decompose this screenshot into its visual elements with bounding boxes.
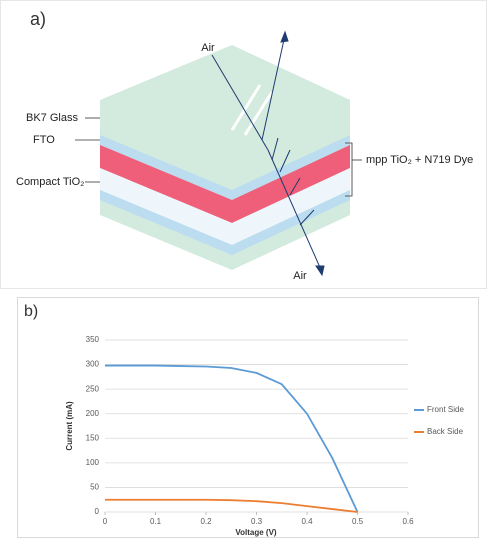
x-axis-title: Voltage (V) [235,528,277,537]
x-tick-label: 0.2 [200,517,212,526]
chart-frame [17,297,479,538]
ray [279,149,291,173]
y-tick-label: 0 [95,507,100,516]
bracket [345,142,353,197]
ray [211,54,269,151]
glare [230,84,262,131]
fto-label: FTO [33,134,55,146]
data-line [105,498,358,513]
x-tick-label: 0.3 [251,517,263,526]
glare [243,91,274,136]
bk7-label: BK7 Glass [26,112,78,124]
arrowhead [315,265,325,277]
y-tick-label: 50 [90,483,99,492]
arrowhead [280,30,289,43]
compact-label: Compact TiO₂ [16,176,84,188]
dye-layer [100,145,350,223]
panel-label: a) [30,9,46,29]
fto-layer [100,135,350,200]
air-top-label: Air [201,42,215,54]
ray [299,209,315,226]
x-tick-label: 0.6 [402,517,414,526]
data-line [105,364,359,513]
legend-label: Back Side [427,427,464,436]
y-tick-label: 300 [86,360,100,369]
dye-label: mpp TiO₂ + N719 Dye [366,154,473,166]
ray [261,34,286,141]
y-tick-label: 150 [86,433,100,442]
y-tick-label: 100 [86,458,100,467]
x-tick-label: 0.4 [301,517,313,526]
x-tick-label: 0 [103,517,108,526]
air-bottom-label: Air [293,270,307,282]
y-tick-label: 350 [86,335,100,344]
panel-label: b) [24,303,38,320]
x-tick-label: 0.5 [352,517,364,526]
y-tick-label: 250 [86,384,100,393]
legend-label: Front Side [427,405,464,414]
ray [271,137,279,161]
x-tick-label: 0.1 [150,517,162,526]
y-tick-label: 200 [86,409,100,418]
compact-layer [100,168,350,245]
y-axis-title: Current (mA) [65,401,74,451]
ray [289,177,301,196]
ray [267,149,323,273]
